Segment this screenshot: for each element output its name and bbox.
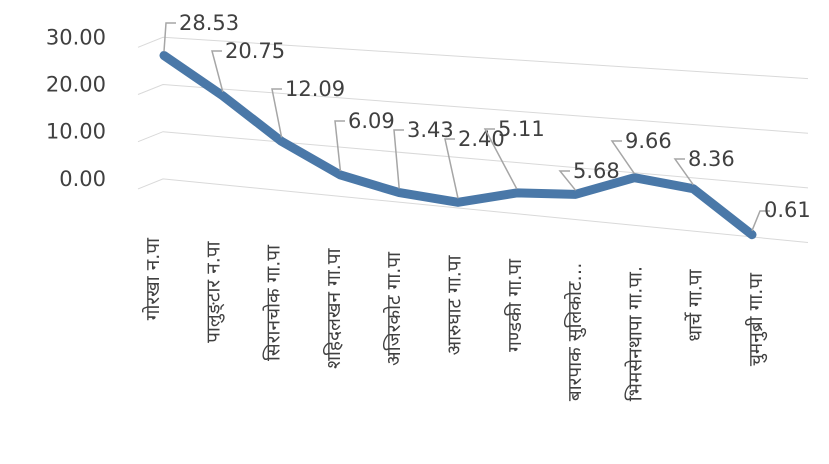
x-tick-label: शहिदलखन गा.पा xyxy=(322,247,345,368)
leader-line xyxy=(393,129,404,189)
x-tick-label: सिरानचोक गा.पा xyxy=(262,244,285,361)
x-tick-label: पालुङ्टार न.पा xyxy=(202,240,225,342)
leader-line xyxy=(163,22,176,52)
data-label: 0.61 xyxy=(764,198,811,222)
data-label: 9.66 xyxy=(625,129,672,153)
x-axis-ticks: गोरखा न.पा पालुङ्टार न.पा सिरानचोक गा.पा शह… xyxy=(141,237,768,401)
x-tick-label: चुमनुब्री गा.पा xyxy=(744,272,768,366)
data-label: 12.09 xyxy=(285,77,345,101)
x-tick-label: आरुघाट गा.पा xyxy=(444,254,466,355)
leader-line xyxy=(211,50,224,92)
data-label: 5.68 xyxy=(573,159,620,183)
x-tick-label: गोरखा न.पा xyxy=(141,237,164,320)
series-layer xyxy=(159,50,757,240)
x-tick-label: भिमसेनथापा गा.पा. xyxy=(623,266,646,401)
leader-line xyxy=(751,210,770,231)
x-tick-label: धार्चे गा.पा xyxy=(684,268,707,341)
leader-line xyxy=(610,140,636,175)
leader-line xyxy=(483,128,518,190)
x-tick-label: बारपाक सुलिकोट… xyxy=(563,263,587,402)
data-label: 5.11 xyxy=(498,117,545,141)
leader-line xyxy=(444,138,459,199)
data-label: 8.36 xyxy=(688,147,735,171)
y-tick-label: 20.00 xyxy=(46,72,106,96)
y-tick-label: 0.00 xyxy=(59,167,106,191)
x-tick-label: गण्डकी गा.पा xyxy=(503,258,526,352)
x-tick-label: अजिरकोट गा.पा xyxy=(382,251,405,366)
leader-line xyxy=(271,88,283,138)
data-label: 3.43 xyxy=(407,118,454,142)
data-label: 6.09 xyxy=(348,109,395,133)
gridlines xyxy=(137,36,809,243)
leader-line xyxy=(558,170,577,191)
data-label: 2.40 xyxy=(458,127,505,151)
gridline-2 xyxy=(137,131,809,189)
data-label: 20.75 xyxy=(225,39,285,63)
y-axis-ticks: 30.00 20.00 10.00 0.00 xyxy=(46,25,106,191)
gridline-3 xyxy=(137,178,809,243)
gridline-1 xyxy=(137,83,809,134)
series-line xyxy=(159,50,757,240)
y-tick-label: 10.00 xyxy=(46,120,106,144)
y-tick-label: 30.00 xyxy=(46,25,106,49)
leader-line xyxy=(673,158,694,186)
gridline-0 xyxy=(137,36,809,80)
leader-line xyxy=(334,120,345,172)
data-label: 28.53 xyxy=(179,11,239,35)
